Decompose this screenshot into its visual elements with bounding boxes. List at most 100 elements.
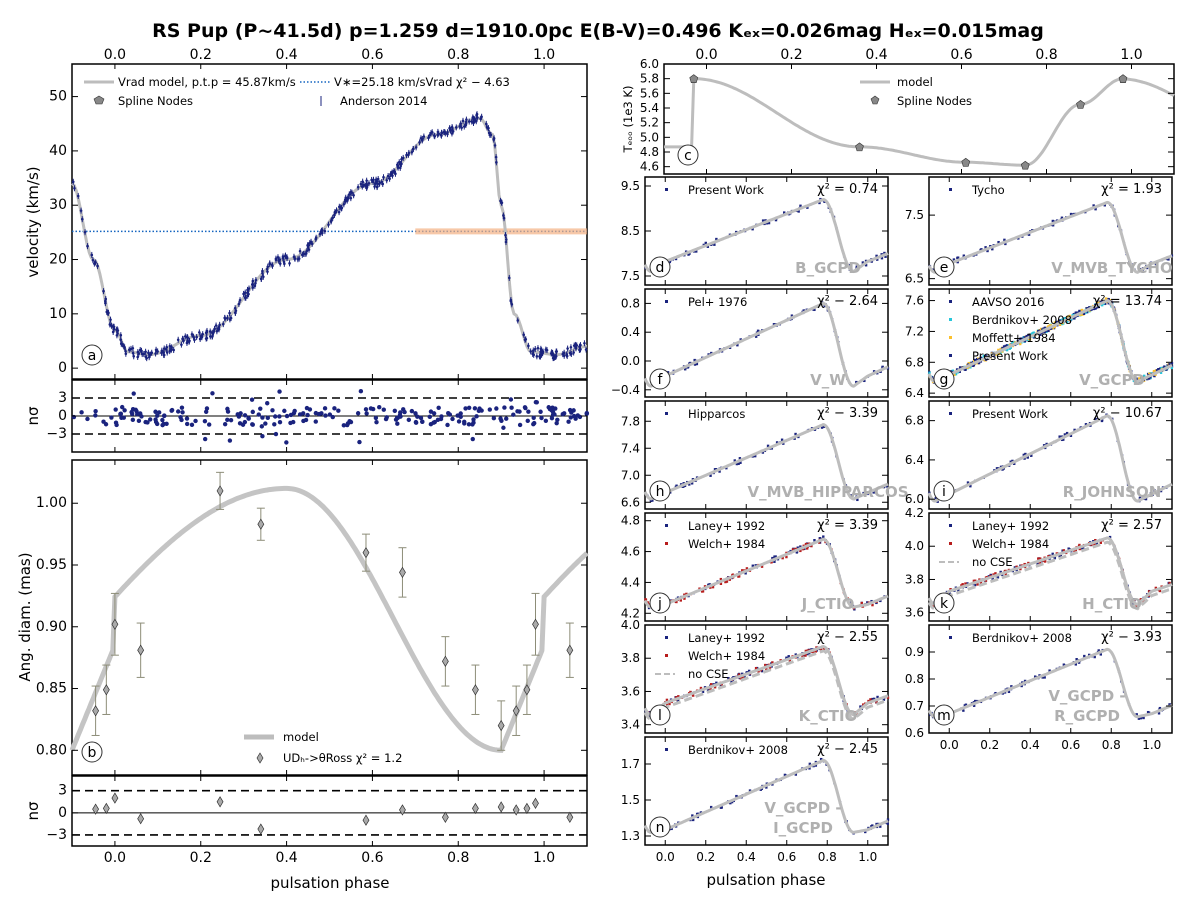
velocity-point — [531, 349, 535, 352]
photometry-point — [1072, 316, 1076, 320]
velocity-residual-point — [336, 408, 341, 413]
panel-letter: i — [942, 484, 946, 500]
panel-frame — [644, 624, 889, 734]
photometry-point — [713, 243, 716, 246]
velocity-point — [562, 354, 566, 358]
velocity-point — [204, 331, 208, 335]
panel-letter-circle — [649, 816, 671, 838]
photometry-point — [1153, 489, 1156, 492]
velocity-residual-point — [93, 408, 98, 414]
velocity-point — [120, 342, 124, 346]
x-tick-label: 0.6 — [361, 47, 383, 63]
velocity-point — [150, 351, 154, 355]
x-tick-label: 1.0 — [533, 47, 555, 63]
velocity-residual-point — [71, 414, 77, 420]
photometry-point — [1161, 366, 1165, 370]
photometry-point — [958, 366, 962, 369]
velocity-point — [356, 185, 360, 189]
photometry-point — [984, 358, 988, 361]
velocity-residual-point — [85, 416, 90, 422]
photometry-point — [799, 204, 802, 207]
photometry-point — [765, 786, 768, 789]
photometry-point — [794, 432, 797, 436]
velocity-point — [211, 334, 214, 338]
photometry-point — [953, 373, 956, 376]
photometry-point — [867, 699, 870, 703]
x-tick-label: 0.8 — [1102, 738, 1121, 752]
panel-letter-circle — [81, 741, 103, 763]
photometry-point — [875, 254, 878, 258]
velocity-point — [507, 276, 511, 280]
panel: 0.80 0.85 0.90 0.95 1.00 Ang. diam. (mas) mode… — [16, 459, 589, 776]
velocity-point — [502, 214, 505, 217]
velocity-point — [382, 175, 385, 179]
diameter-residual-point — [216, 796, 224, 808]
photometry-point — [744, 572, 747, 575]
velocity-point — [495, 161, 498, 164]
diameter-point — [532, 618, 539, 630]
photometry-point — [977, 357, 980, 360]
x-tick-label: 0.8 — [818, 850, 837, 864]
velocity-residual-point — [509, 405, 514, 410]
velocity-residual-point — [347, 419, 352, 424]
velocity-residual-point — [466, 422, 472, 427]
photometry-point — [1058, 435, 1061, 438]
photometry-point — [803, 547, 806, 550]
photometry-point — [748, 673, 752, 676]
photometry-point — [955, 368, 959, 371]
velocity-residual-point — [93, 413, 98, 418]
photometry-point — [709, 805, 713, 809]
diameter-point — [512, 705, 520, 717]
photometry-point — [1006, 344, 1009, 347]
teff-spline-node — [1076, 99, 1085, 109]
panel-letter: n — [656, 820, 665, 836]
velocity-point — [112, 327, 116, 331]
velocity-point — [305, 249, 309, 253]
velocity-residual-point — [341, 423, 347, 428]
photometry-point — [773, 560, 776, 563]
photometry-point — [801, 654, 804, 658]
legend-label: Pel+ 1976 — [688, 295, 747, 309]
photometry-point — [767, 221, 771, 225]
legend-swatch — [949, 300, 952, 303]
photometry-point — [879, 825, 882, 828]
velocity-residual-point — [250, 409, 255, 415]
velocity-point — [492, 137, 496, 141]
velocity-point — [180, 343, 183, 346]
velocity-point — [335, 209, 338, 212]
velocity-residual-point — [450, 416, 455, 422]
panel-letter: l — [658, 708, 662, 724]
photometry-point — [962, 254, 966, 257]
velocity-residual-point — [368, 406, 374, 411]
velocity-residual-point — [284, 413, 290, 419]
legend-a: Vrad model, p.t.p = 45.87km/s Spline Node… — [84, 75, 510, 108]
photometry-point — [795, 551, 799, 554]
x-tick-label: 0.6 — [1061, 738, 1080, 752]
velocity-point — [268, 262, 272, 265]
photometry-point — [685, 592, 688, 596]
photometry-point — [813, 538, 816, 542]
velocity-point — [323, 229, 327, 233]
y-tick-label: 8.5 — [621, 224, 640, 238]
velocity-residual-point — [228, 417, 234, 423]
photometry-point — [866, 601, 869, 604]
velocity-residual-point — [145, 420, 150, 425]
photometry-point — [718, 470, 721, 473]
panel-letter: g — [940, 372, 949, 388]
photometry-point — [1099, 653, 1103, 656]
legend-node-marker — [93, 95, 105, 105]
velocity-point — [278, 258, 282, 261]
velocity-residual-point — [377, 404, 382, 410]
photometry-point — [799, 545, 802, 548]
velocity-residual-point — [225, 417, 230, 422]
legend-swatch — [949, 636, 952, 639]
photometry-point — [1063, 317, 1067, 320]
photometry-point — [931, 604, 935, 608]
x-tick-label: 0.6 — [950, 47, 972, 63]
photometry-point — [710, 351, 713, 355]
y-tick-label: 0.80 — [36, 742, 67, 758]
legend-label: Berdnikov+ 2008 — [972, 313, 1072, 327]
velocity-point — [109, 318, 112, 321]
velocity-residual-point — [284, 440, 289, 445]
x-tick-label: 0.0 — [940, 738, 959, 752]
